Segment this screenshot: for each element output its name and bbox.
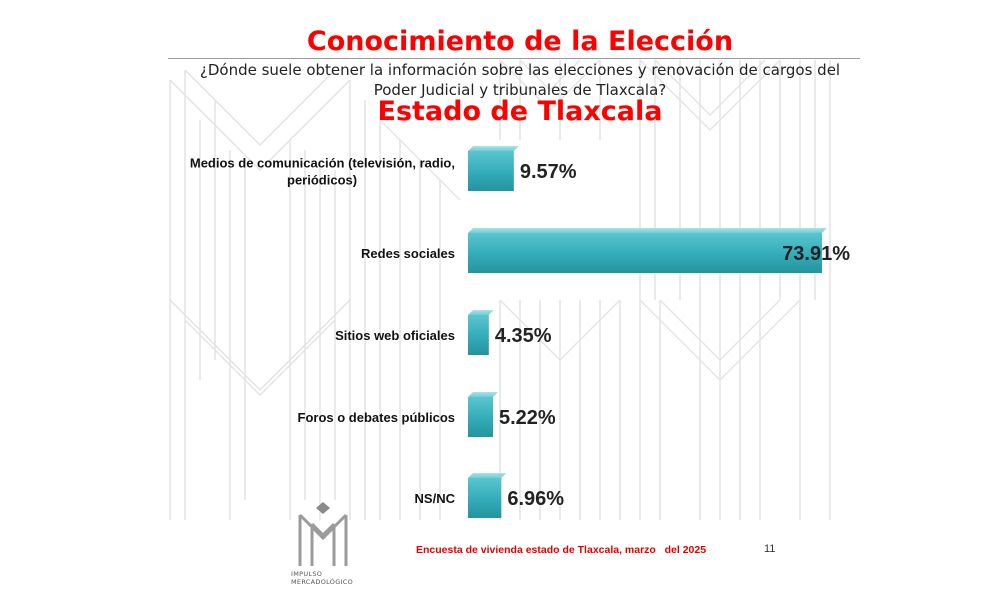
bar-4 xyxy=(468,478,501,518)
category-label-0: Medios de comunicación (televisión, radi… xyxy=(190,156,455,188)
bar-1 xyxy=(468,233,822,273)
category-label-3-line-0: Foros o debates públicos xyxy=(298,410,455,425)
bar-chart: 9.57% Medios de comunicación (televisión,… xyxy=(0,0,1000,600)
bar-top-face-0 xyxy=(468,146,519,151)
category-label-4: NS/NC xyxy=(415,491,456,506)
category-label-3: Foros o debates públicos xyxy=(298,410,455,425)
bar-value-label-1: 73.91% xyxy=(782,243,850,265)
bar-top-face-2 xyxy=(468,310,494,315)
page-number: 11 xyxy=(764,543,775,555)
category-label-1-line-0: Redes sociales xyxy=(361,246,455,261)
category-label-2-line-0: Sitios web oficiales xyxy=(335,328,455,343)
category-label-1: Redes sociales xyxy=(361,246,455,261)
category-label-0-line-1: periódicos) xyxy=(287,173,357,188)
bar-value-label-3: 5.22% xyxy=(499,407,556,429)
logo-text-mercadologico: MERCADOLÓGICO xyxy=(291,578,353,586)
bar-top-face-1 xyxy=(468,228,827,233)
bar-top-face-3 xyxy=(468,392,498,397)
bar-0 xyxy=(468,151,514,191)
bar-value-label-0: 9.57% xyxy=(520,161,577,183)
survey-source-note: Encuesta de vivienda estado de Tlaxcala,… xyxy=(416,544,706,556)
logo-text-impulso: IMPULSO xyxy=(291,570,322,578)
bar-value-label-4: 6.96% xyxy=(507,488,564,510)
bar-2 xyxy=(468,315,489,355)
bar-top-face-4 xyxy=(468,473,506,478)
category-label-0-line-0: Medios de comunicación (televisión, radi… xyxy=(190,156,455,171)
category-label-4-line-0: NS/NC xyxy=(415,491,456,506)
category-label-2: Sitios web oficiales xyxy=(335,328,455,343)
bar-3 xyxy=(468,397,493,437)
bar-value-label-2: 4.35% xyxy=(495,325,552,347)
